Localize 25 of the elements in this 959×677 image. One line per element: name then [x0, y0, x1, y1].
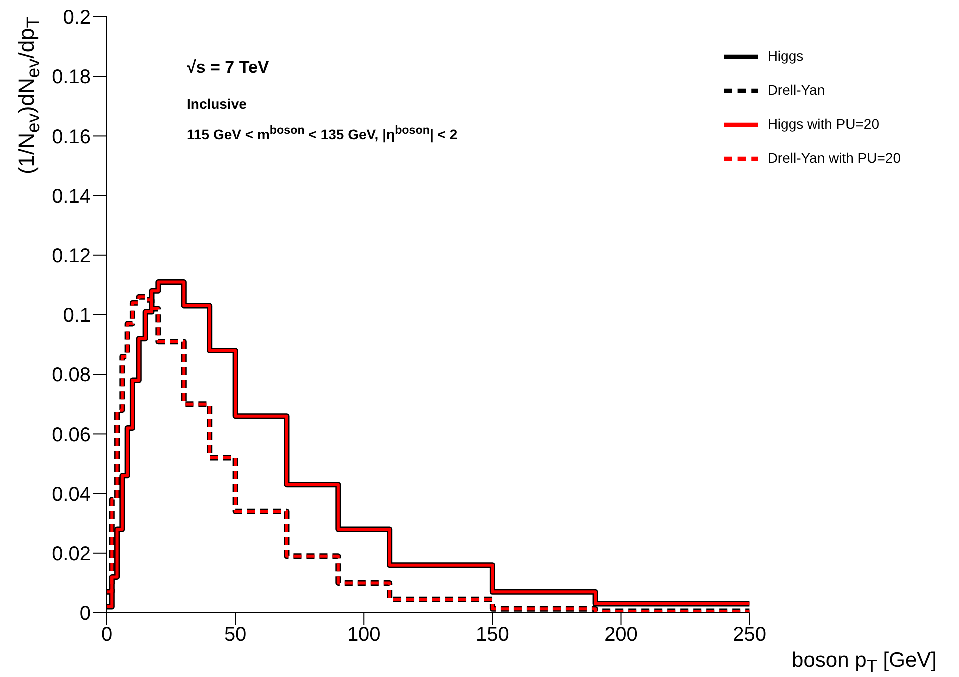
x-tick-label: 250	[733, 624, 766, 646]
y-tick-label: 0.16	[52, 126, 91, 148]
y-tick-label: 0.12	[52, 246, 91, 268]
y-tick-label: 0.06	[52, 424, 91, 446]
annotation: Inclusive	[187, 96, 247, 112]
x-axis-title: boson p$_{T}$ [GeV]	[792, 649, 937, 677]
y-tick-label: 0.14	[52, 186, 91, 208]
y-tick-label: 0.2	[63, 7, 91, 30]
x-tick-label: 200	[604, 624, 638, 646]
x-tick-label: 100	[347, 624, 381, 646]
legend-label: Drell-Yan with PU=20	[768, 150, 901, 166]
y-tick-label: 0.18	[52, 66, 91, 89]
y-tick-label: 0.08	[52, 364, 91, 387]
y-tick-label: 0	[80, 603, 91, 626]
y-tick-label: 0.1	[63, 305, 91, 328]
legend-label: Higgs with PU=20	[768, 116, 880, 132]
y-tick-label: 0.04	[52, 484, 91, 506]
x-tick-label: 150	[476, 624, 510, 646]
annotation: √s = 7 TeV	[187, 58, 270, 78]
legend-label: Drell-Yan	[768, 82, 826, 98]
x-tick-label: 50	[224, 624, 247, 646]
y-tick-label: 0.02	[52, 544, 91, 566]
legend-label: Higgs	[768, 48, 804, 64]
annotation: 115 GeV < m$^{boson}$ < 135 GeV, |η$^{boson}$| < 2	[187, 124, 458, 143]
x-tick-label: 0	[101, 624, 113, 646]
